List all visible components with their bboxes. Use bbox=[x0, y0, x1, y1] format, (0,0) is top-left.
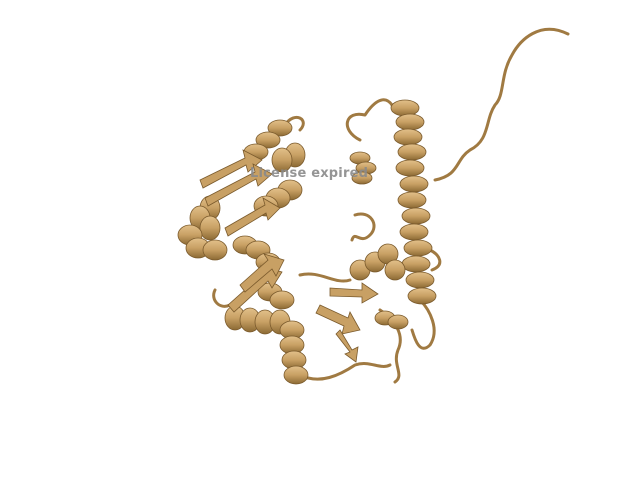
loop-coil bbox=[428, 248, 442, 272]
alpha-helix bbox=[390, 99, 437, 305]
alpha-helix bbox=[279, 320, 309, 385]
beta-strand bbox=[224, 197, 281, 237]
alpha-helix bbox=[224, 305, 291, 335]
alpha-helix bbox=[243, 119, 293, 161]
beta-strand bbox=[204, 163, 273, 207]
alpha-helix bbox=[349, 243, 406, 281]
loop-coil bbox=[433, 27, 570, 182]
beta-strand bbox=[315, 304, 361, 335]
loop-coil bbox=[298, 362, 392, 381]
license-watermark: License expired bbox=[250, 166, 369, 181]
alpha-helix bbox=[177, 224, 228, 261]
alpha-helix bbox=[189, 195, 221, 241]
beta-strand bbox=[239, 253, 285, 293]
alpha-helix bbox=[349, 151, 377, 185]
loop-coil bbox=[298, 272, 352, 283]
loop-coil bbox=[346, 98, 394, 142]
loop-coil bbox=[212, 288, 232, 308]
loop-coil bbox=[350, 212, 376, 242]
alpha-helix bbox=[271, 142, 306, 173]
beta-strand bbox=[329, 282, 379, 304]
alpha-helix bbox=[257, 282, 295, 310]
alpha-helix bbox=[374, 310, 409, 330]
loop-coil bbox=[410, 298, 436, 350]
beta-strand bbox=[335, 329, 359, 363]
